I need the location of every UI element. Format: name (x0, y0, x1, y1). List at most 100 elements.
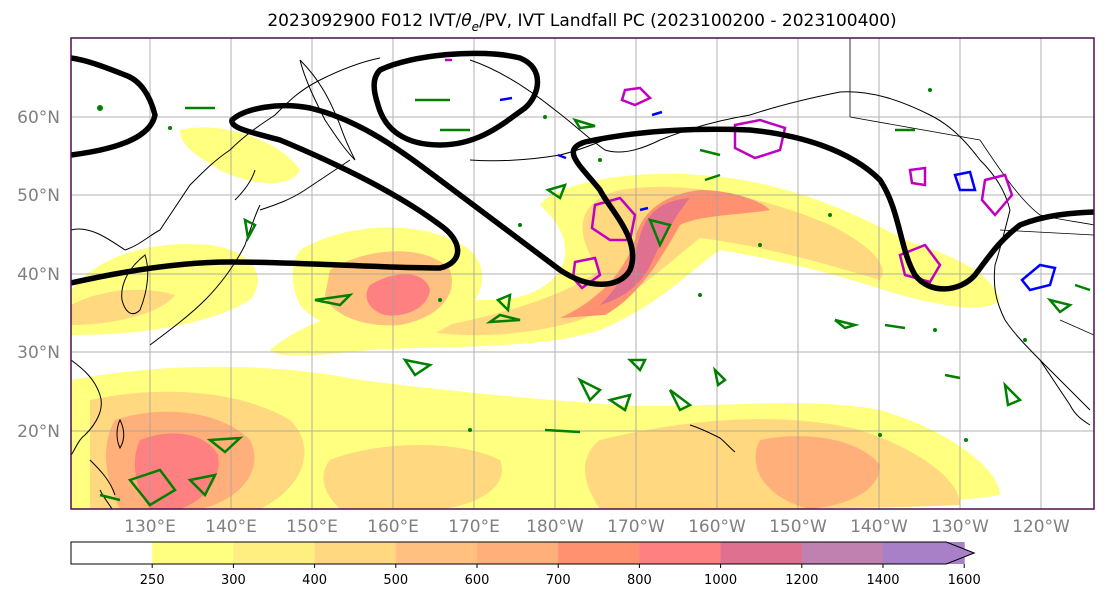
latitude-labels: 60°N 50°N 40°N 30°N 20°N (17, 108, 60, 442)
lat-label: 30°N (17, 343, 60, 363)
title-main: 2023092900 F012 IVT/ (267, 11, 461, 31)
map-panel (70, 37, 1095, 510)
coast-korea (121, 254, 149, 315)
pv-contours (99, 98, 1091, 507)
pv-contour (606, 393, 632, 412)
colorbar-outline (70, 541, 976, 565)
lon-label: 180°W (526, 517, 584, 537)
colorbar-segment (71, 542, 153, 564)
colorbar: 250 300 400 500 600 700 800 1000 1200 1400 1600 (70, 541, 981, 588)
colorbar-tick-label: 600 (465, 573, 490, 588)
pc-contour (908, 166, 927, 187)
longitude-labels: 130°E 140°E 150°E 160°E 170°E 180°W 170°… (124, 517, 1070, 537)
colorbar-segment (883, 542, 965, 564)
colorbar-tick-label: 250 (140, 573, 165, 588)
colorbar-tick-label: 1000 (704, 573, 737, 588)
landfall-pc-blue-contours (499, 96, 1057, 292)
lon-label: 130°W (931, 517, 989, 537)
colorbar-tick-label: 700 (546, 573, 571, 588)
lat-label: 60°N (17, 108, 60, 128)
pc-blue-contour (639, 206, 649, 212)
pv-contour (127, 468, 177, 507)
pc-contour (620, 86, 653, 107)
lon-label: 160°E (367, 517, 419, 537)
colorbar-tick-label: 300 (221, 573, 246, 588)
colorbar-segment (233, 542, 316, 564)
pv-contour (577, 377, 603, 403)
theta-e-contour-loop (371, 50, 541, 148)
pc-blue-contour (953, 170, 977, 192)
lat-label: 50°N (17, 186, 60, 206)
ivt-sea-japan (180, 127, 300, 184)
pv-contour (206, 436, 244, 454)
pv-contour (485, 313, 521, 324)
colorbar-tick-label: 1600 (948, 573, 981, 588)
pc-blue-contour (557, 153, 567, 160)
coast-kuril (259, 159, 351, 211)
pc-blue-contour (1020, 263, 1057, 292)
title-subscript: e (472, 20, 479, 34)
lat-label: 20°N (17, 422, 60, 442)
colorbar-segment (558, 542, 640, 564)
pv-contour (1046, 297, 1073, 314)
pv-contour (884, 323, 906, 330)
pv-contour (712, 366, 727, 388)
pv-contour (834, 318, 860, 330)
pv-contour (944, 373, 961, 380)
title-rest: /PV, IVT Landfall PC (2023100200 - 20231… (479, 11, 897, 31)
pc-contour (898, 243, 942, 284)
pc-contour (733, 118, 787, 160)
colorbar-segment (639, 542, 722, 564)
lon-label: 150°W (769, 517, 827, 537)
pv-contour (626, 358, 648, 373)
lon-label: 150°E (286, 517, 338, 537)
pv-contour (572, 117, 596, 130)
pv-contour (545, 183, 568, 200)
theta-e-contours (71, 50, 1094, 292)
pv-contour (1003, 381, 1023, 407)
gridlines (71, 38, 1094, 509)
coast-asia-mainland (71, 57, 381, 251)
coast-japan (149, 169, 261, 346)
theta-e-contour-main (71, 102, 1094, 292)
pv-contour (495, 293, 512, 313)
coast-west-america (993, 209, 1091, 411)
ivt-japan-400 (71, 289, 175, 325)
lon-label: 130°E (124, 517, 176, 537)
colorbar-segment (801, 542, 884, 564)
ivt-band-700 (560, 190, 770, 318)
pv-contour (544, 428, 581, 434)
borders (849, 38, 1094, 336)
colorbar-tick-label: 800 (627, 573, 652, 588)
coast-hawaii (689, 424, 736, 453)
colorbar-tick-label: 500 (383, 573, 408, 588)
colorbar-segment (152, 542, 234, 564)
coast-baja (1039, 359, 1091, 426)
ivt-trop-mid (323, 445, 502, 509)
ivt-wp-800 (366, 274, 430, 316)
lon-label: 140°W (850, 517, 908, 537)
theta-e-contour-arctic (71, 55, 158, 158)
pv-contour (704, 173, 721, 182)
pc-blue-contour (499, 96, 513, 102)
pc-blue-contour (651, 110, 663, 117)
scatter-dots (97, 88, 1027, 442)
pv-contour (187, 473, 218, 498)
pv-contour (314, 293, 354, 307)
pv-contour (699, 148, 721, 157)
ivt-trop-east-600 (755, 436, 880, 509)
lon-label: 120°W (1012, 517, 1070, 537)
lon-label: 160°W (688, 517, 746, 537)
lon-label: 140°E (205, 517, 257, 537)
lon-label: 170°W (607, 517, 665, 537)
colorbar-tick-label: 1200 (785, 573, 818, 588)
pv-contour (647, 218, 672, 249)
lat-label: 40°N (17, 265, 60, 285)
map-frame (70, 37, 1095, 510)
colorbar-segment (395, 542, 478, 564)
colorbar-segment (720, 542, 803, 564)
coast-taiwan (116, 418, 125, 450)
colorbar-segment (477, 542, 559, 564)
chart-title: 2023092900 F012 IVT/θe/PV, IVT Landfall … (267, 11, 896, 34)
